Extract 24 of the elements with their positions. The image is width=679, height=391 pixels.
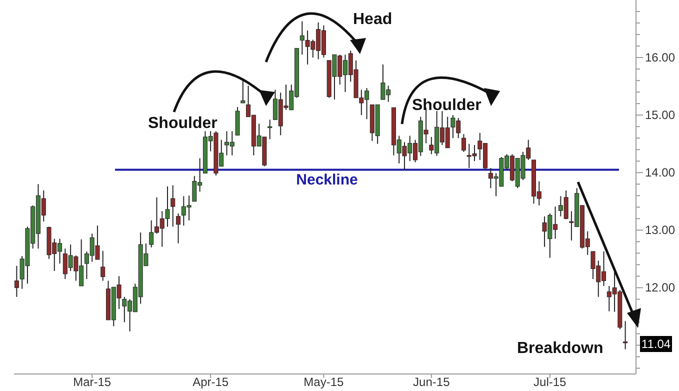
x-tick-label: Jul-15 [534,375,567,389]
y-tick-label: 14.00 [645,166,676,180]
annotation: Breakdown [517,340,604,357]
y-tick-label: 13.00 [645,223,676,238]
candlestick [100,250,106,282]
candlestick [176,212,181,244]
y-tick-label: 15.00 [645,108,676,122]
annotation: Head [353,11,392,28]
annotation: Shoulder [148,115,218,132]
candlestick [14,265,19,298]
ref-line-label: Neckline [296,172,358,189]
annotation: Shoulder [412,97,482,114]
candlestick [240,78,246,104]
y-tick-label: 12.00 [645,280,676,295]
x-tick-label: Jun-15 [413,375,450,389]
x-tick-label: Mar-15 [73,375,112,389]
x-tick-label: Apr-15 [192,375,229,389]
text: 11.04 [641,337,671,351]
y-tick-label: 16.00 [645,50,676,65]
candlestick [461,134,466,152]
candlestick [268,119,272,140]
candlestick [170,184,176,228]
x-tick-label: May-15 [304,375,344,389]
candlestick [623,320,628,350]
